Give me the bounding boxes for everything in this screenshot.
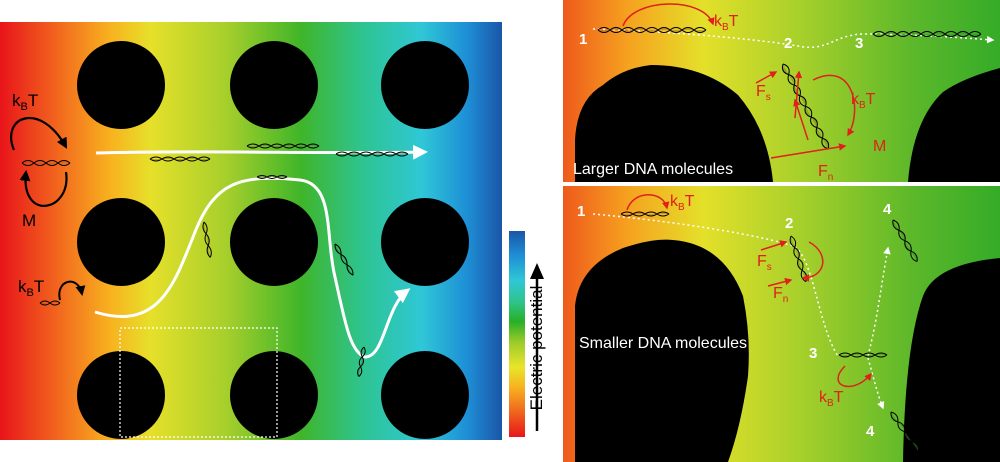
pillar — [908, 68, 1000, 182]
kbt-label: kBT — [851, 91, 876, 111]
step-label: 3 — [809, 345, 817, 362]
force-arrow-fn — [767, 277, 793, 287]
dna-molecule — [890, 411, 920, 452]
dna-molecule — [789, 235, 808, 283]
pillar — [575, 239, 749, 462]
kbt-label-top: kBT — [12, 91, 38, 113]
pillar-array — [77, 41, 469, 439]
rotation-arrow — [626, 194, 670, 211]
rotation-arrow — [622, 3, 715, 27]
potential-colorbar — [509, 231, 525, 437]
step-label: 2 — [785, 215, 793, 232]
pillar — [230, 41, 318, 129]
pillar — [903, 258, 1000, 462]
dna-molecule — [781, 63, 830, 150]
colorbar-label: Electric potential — [527, 285, 546, 411]
dna-molecule — [872, 31, 982, 37]
dna-molecule — [256, 175, 288, 179]
rotation-arrow-bottom — [19, 169, 68, 207]
step-label: 4 — [866, 423, 875, 440]
panel-caption: Larger DNA molecules — [573, 161, 733, 178]
small-dna-panel: 1 2 3 4 4 kBT kBT Fs Fn Smaller DNA mole… — [563, 186, 1000, 462]
m-label: M — [873, 138, 886, 155]
kbt-label: kBT — [714, 13, 739, 33]
panel-caption: Smaller DNA molecules — [579, 335, 747, 352]
dna-molecule — [620, 211, 670, 217]
trajectory-winding — [94, 176, 411, 359]
kbt-label: kBT — [670, 193, 695, 213]
rotation-arrow-top — [10, 117, 68, 151]
dna-molecule — [838, 352, 888, 358]
fs-label: Fs — [756, 83, 771, 103]
dna-molecule — [149, 156, 211, 162]
step-label: 1 — [577, 203, 585, 220]
rotation-arrow — [801, 241, 824, 282]
dna-molecule — [39, 300, 61, 306]
force-arrow-fn — [770, 143, 847, 159]
force-arrow — [794, 70, 803, 119]
fn-label: Fn — [773, 285, 788, 305]
main-potential-panel: kBT M kBT — [0, 22, 502, 440]
dna-molecule — [892, 219, 918, 263]
m-label: M — [22, 211, 36, 230]
pillar — [381, 198, 469, 286]
fn-label: Fn — [818, 163, 833, 182]
large-dna-panel: 1 2 3 kBT kBT Fs Fn M Larger DNA molecul… — [563, 0, 1000, 182]
pillar — [77, 351, 165, 439]
dna-molecule — [202, 221, 212, 258]
step-label: 4 — [883, 201, 892, 218]
zoom-region-box — [119, 327, 278, 438]
trajectory-dotted — [592, 28, 995, 48]
kbt-label: kBT — [819, 389, 844, 409]
force-arrow-fs — [755, 71, 778, 84]
trajectory-dotted — [867, 246, 891, 357]
kbt-label-bottom: kBT — [18, 277, 44, 299]
pillar — [575, 65, 773, 182]
dna-molecule — [357, 346, 366, 377]
force-arrow — [793, 98, 809, 141]
fs-label: Fs — [757, 253, 772, 273]
pillar — [381, 351, 469, 439]
dna-molecule — [334, 243, 354, 276]
pillar — [381, 41, 469, 129]
step-label: 1 — [579, 31, 587, 48]
dna-molecule — [21, 160, 71, 166]
pillar — [77, 198, 165, 286]
pillar — [230, 198, 318, 286]
force-arrow-fs — [760, 240, 788, 251]
small-rotation-arrow — [58, 280, 86, 301]
rotation-arrow — [812, 74, 856, 137]
pillar — [77, 41, 165, 129]
step-label: 3 — [855, 35, 863, 52]
dna-molecule — [597, 27, 707, 33]
step-label: 2 — [784, 35, 792, 52]
up-arrow-icon — [530, 263, 544, 431]
dna-molecule — [335, 151, 409, 157]
pillar — [230, 351, 318, 439]
rotation-arrow — [837, 365, 872, 388]
dna-molecule — [246, 143, 320, 149]
